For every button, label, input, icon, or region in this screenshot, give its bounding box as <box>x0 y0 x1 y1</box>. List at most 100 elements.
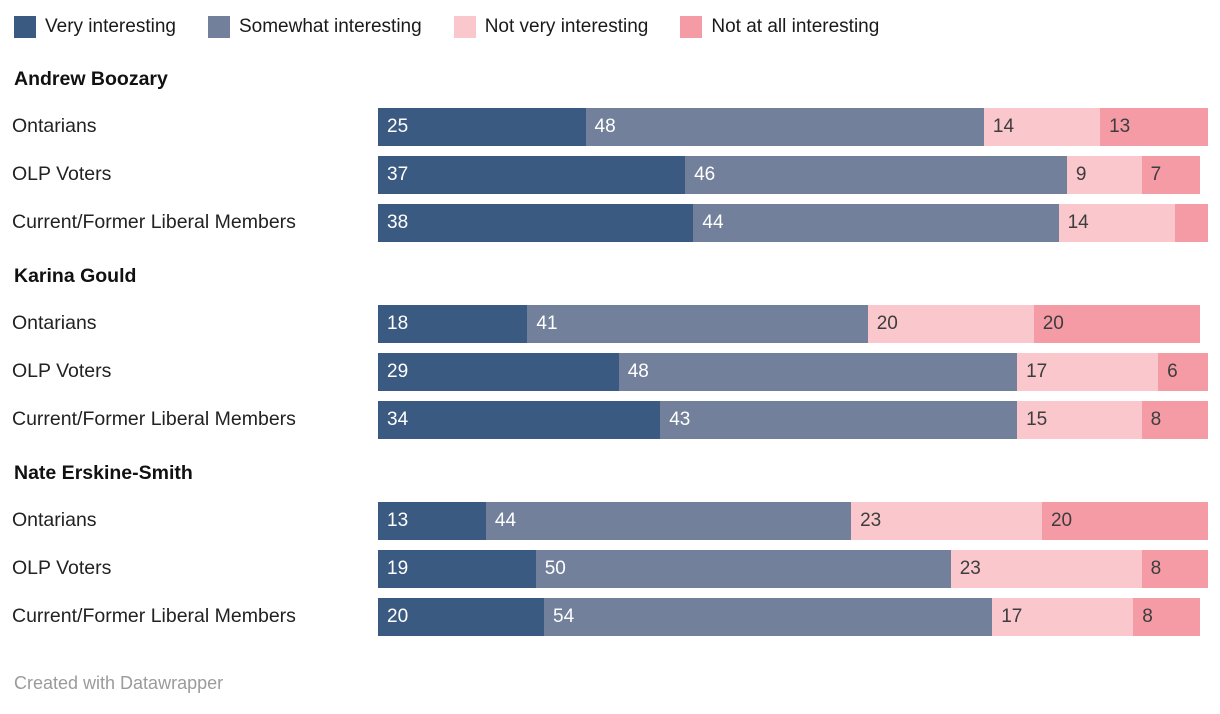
segment-value-label: 44 <box>702 212 724 233</box>
legend-swatch-somewhat-interesting <box>207 16 230 38</box>
segment-value-label: 48 <box>594 116 616 137</box>
table-row: Current/Former Liberal Members 38 44 14 <box>12 199 1208 247</box>
bar-segment: 6 <box>1158 353 1208 391</box>
row-label: OLP Voters <box>12 164 112 186</box>
group-title: Karina Gould <box>14 265 137 287</box>
segment-value-label: 18 <box>387 313 409 334</box>
bar-segment: 20 <box>1041 502 1208 540</box>
bar-segment: 44 <box>485 502 852 540</box>
segment-value-label: 23 <box>860 510 882 531</box>
table-row: Ontarians 18 41 20 20 <box>12 300 1208 348</box>
segment-value-label: 6 <box>1167 361 1178 382</box>
stacked-bar-chart: Andrew Boozary Ontarians 25 48 14 13 OLP Voter… <box>12 68 1208 641</box>
bar-segment: 17 <box>992 598 1134 636</box>
stacked-bar: 25 48 14 13 <box>378 108 1208 146</box>
bar-segment: 15 <box>1017 401 1142 439</box>
segment-value-label: 43 <box>669 409 691 430</box>
bar-segment: 25 <box>378 108 586 146</box>
bar-segment: 50 <box>535 550 951 588</box>
table-row: Current/Former Liberal Members 34 43 15 8 <box>12 396 1208 444</box>
segment-value-label: 8 <box>1142 606 1153 627</box>
bar-segment: 9 <box>1066 156 1142 194</box>
bar-segment: 37 <box>378 156 686 194</box>
table-row: Ontarians 25 48 14 13 <box>12 103 1208 151</box>
table-row: OLP Voters 29 48 17 6 <box>12 348 1208 396</box>
row-label: Ontarians <box>12 510 97 532</box>
segment-value-label: 14 <box>1067 212 1089 233</box>
segment-value-label: 19 <box>387 558 409 579</box>
stacked-bar: 29 48 17 6 <box>378 353 1208 391</box>
segment-value-label: 37 <box>387 164 409 185</box>
bar-segment: 23 <box>851 502 1042 540</box>
chart-group: Karina Gould Ontarians 18 41 20 20 OLP Voters 2… <box>12 265 1208 444</box>
segment-value-label: 50 <box>544 558 566 579</box>
stacked-bar: 13 44 23 20 <box>378 502 1208 540</box>
bar-segment: 41 <box>527 305 868 343</box>
segment-value-label: 54 <box>553 606 575 627</box>
segment-value-label: 48 <box>627 361 649 382</box>
segment-value-label: 20 <box>387 606 409 627</box>
bar-segment: 17 <box>1017 353 1159 391</box>
bar-segment: 8 <box>1141 550 1208 588</box>
segment-value-label: 15 <box>1026 409 1048 430</box>
legend-swatch-not-very-interesting <box>453 16 476 38</box>
legend-label: Not very interesting <box>484 16 649 37</box>
segment-value-label: 29 <box>387 361 409 382</box>
chart-group: Nate Erskine-Smith Ontarians 13 44 23 20 OLP V… <box>12 462 1208 641</box>
bar-segment: 20 <box>378 598 544 636</box>
bar-segment: 46 <box>685 156 1067 194</box>
bar-segment: 14 <box>983 108 1101 146</box>
chart-footer: Created with Datawrapper <box>14 673 1208 694</box>
segment-value-label: 41 <box>536 313 558 334</box>
row-label: Current/Former Liberal Members <box>12 409 296 431</box>
stacked-bar: 19 50 23 8 <box>378 550 1208 588</box>
segment-value-label: 20 <box>1042 313 1064 334</box>
bar-segment: 13 <box>378 502 486 540</box>
bar-segment: 13 <box>1100 108 1208 146</box>
segment-value-label: 8 <box>1150 409 1162 430</box>
segment-value-label: 25 <box>387 116 409 137</box>
bar-segment: 20 <box>1033 305 1200 343</box>
segment-value-label: 20 <box>1050 510 1073 531</box>
legend-label: Very interesting <box>45 16 176 37</box>
segment-value-label: 13 <box>387 510 409 531</box>
bar-segment: 19 <box>378 550 536 588</box>
bar-segment: 48 <box>585 108 984 146</box>
segment-value-label: 9 <box>1075 164 1087 185</box>
bar-segment: 29 <box>378 353 619 391</box>
legend-item-somewhat-interesting: Somewhat interesting <box>207 16 422 38</box>
bar-segment: 34 <box>378 401 661 439</box>
segment-value-label: 13 <box>1109 116 1131 137</box>
bar-segment: 14 <box>1058 204 1175 242</box>
chart-group: Andrew Boozary Ontarians 25 48 14 13 OLP Voter… <box>12 68 1208 247</box>
bar-segment: 48 <box>618 353 1018 391</box>
group-title: Nate Erskine-Smith <box>14 462 193 484</box>
bar-segment: 54 <box>544 598 993 636</box>
stacked-bar: 38 44 14 <box>378 204 1208 242</box>
stacked-bar: 34 43 15 8 <box>378 401 1208 439</box>
legend-item-very-interesting: Very interesting <box>14 16 176 38</box>
stacked-bar: 18 41 20 20 <box>378 305 1208 343</box>
legend-item-not-at-all-interesting: Not at all interesting <box>680 16 879 38</box>
segment-value-label: 34 <box>387 409 409 430</box>
legend-label: Somewhat interesting <box>238 16 422 37</box>
row-label: Current/Former Liberal Members <box>12 212 296 234</box>
segment-value-label: 38 <box>387 212 409 233</box>
stacked-bar: 20 54 17 8 <box>378 598 1208 636</box>
bar-segment <box>1174 204 1208 242</box>
segment-value-label: 46 <box>694 164 716 185</box>
segment-value-label: 23 <box>959 558 981 579</box>
legend-item-not-very-interesting: Not very interesting <box>453 16 649 38</box>
row-label: OLP Voters <box>12 361 112 383</box>
segment-value-label: 20 <box>876 313 898 334</box>
bar-segment: 23 <box>950 550 1142 588</box>
chart-legend: Very interesting Somewhat interesting No… <box>14 16 1208 38</box>
bar-segment: 8 <box>1141 401 1208 439</box>
bar-segment: 8 <box>1133 598 1200 636</box>
bar-segment: 18 <box>378 305 528 343</box>
row-label: Current/Former Liberal Members <box>12 606 296 628</box>
legend-swatch-not-at-all-interesting <box>680 16 703 38</box>
bar-segment: 20 <box>867 305 1034 343</box>
table-row: OLP Voters 37 46 9 7 <box>12 151 1208 199</box>
segment-value-label: 7 <box>1150 164 1162 185</box>
